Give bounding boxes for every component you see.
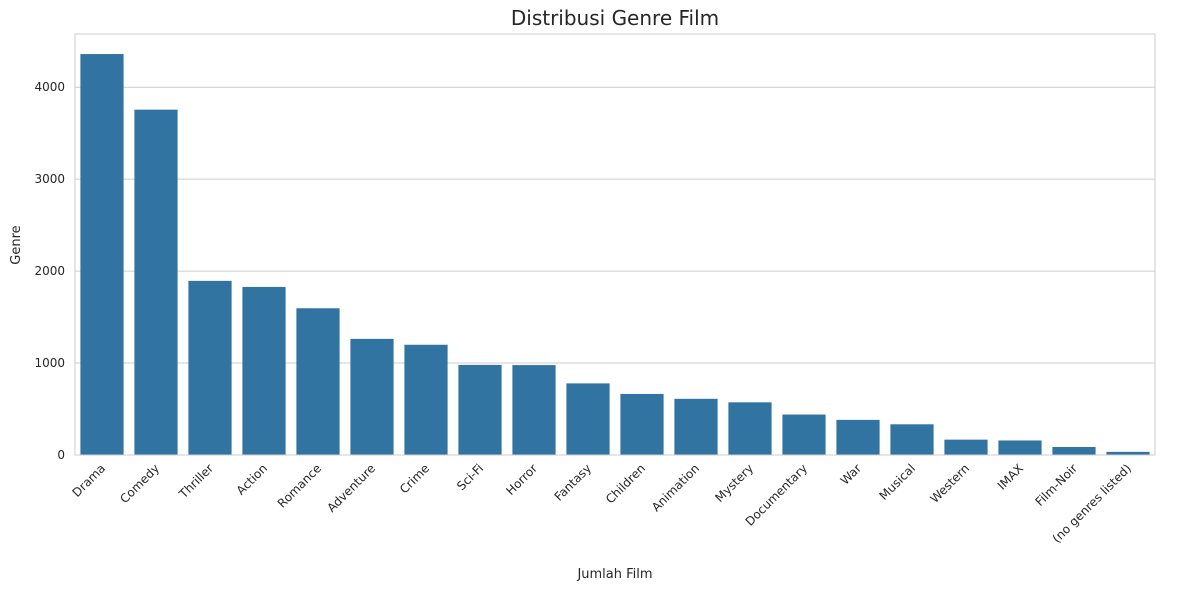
bars	[80, 54, 1150, 455]
x-tick-label: Crime	[397, 461, 432, 496]
x-tick-label: Children	[603, 461, 648, 506]
bar-musical	[890, 424, 934, 455]
x-tick-label: Comedy	[117, 461, 162, 506]
x-tick-label: IMAX	[995, 461, 1026, 492]
x-tick-label: Mystery	[712, 461, 756, 505]
bar-documentary	[782, 414, 826, 455]
bar-action	[242, 286, 286, 455]
x-tick-label: Fantasy	[552, 461, 595, 504]
gridlines	[75, 86, 1155, 456]
bar-horror	[512, 365, 556, 455]
bar-romance	[296, 308, 340, 455]
bar-crime	[404, 344, 448, 455]
x-tick-label: Action	[234, 461, 270, 497]
bar-sci-fi	[458, 364, 502, 455]
x-tick-label: Musical	[877, 461, 919, 503]
bar-drama	[80, 54, 124, 455]
bar-animation	[674, 398, 718, 455]
bar-western	[944, 439, 988, 455]
bar-film-noir	[1052, 447, 1096, 455]
bar-comedy	[134, 109, 178, 455]
y-tick-label: 2000	[34, 264, 65, 278]
bar-thriller	[188, 280, 232, 455]
x-tick-label: Sci-Fi	[454, 461, 486, 493]
x-tick-label: Drama	[70, 461, 109, 500]
x-axis-label: Jumlah Film	[576, 567, 652, 582]
x-tick-label: Horror	[503, 461, 540, 498]
y-tick-labels: 0 1000 2000 3000 4000	[34, 80, 65, 462]
y-tick-label: 0	[57, 448, 65, 462]
y-tick-label: 1000	[34, 356, 65, 370]
x-tick-label: Film-Noir	[1033, 461, 1081, 509]
bar-mystery	[728, 402, 772, 455]
y-axis-label: Genre	[9, 225, 24, 264]
bar-war	[836, 419, 880, 455]
x-tick-label: Thriller	[176, 461, 216, 501]
bar-fantasy	[566, 383, 610, 455]
bar-no-genres-listed	[1106, 451, 1150, 455]
x-tick-labels: Drama Comedy Thriller Action Romance Adventur…	[70, 461, 1135, 546]
x-tick-label: Romance	[275, 461, 324, 510]
plot-frame	[74, 33, 1156, 456]
bar-imax	[998, 440, 1042, 455]
x-tick-label: Animation	[649, 461, 702, 514]
y-tick-label: 3000	[34, 172, 65, 186]
x-tick-label: War	[838, 461, 864, 487]
bar-children	[620, 393, 664, 455]
bar-adventure	[350, 338, 394, 455]
y-tick-label: 4000	[34, 80, 65, 94]
chart-title: Distribusi Genre Film	[511, 6, 719, 30]
x-tick-label: Adventure	[324, 461, 378, 515]
x-tick-label: Western	[927, 461, 972, 506]
